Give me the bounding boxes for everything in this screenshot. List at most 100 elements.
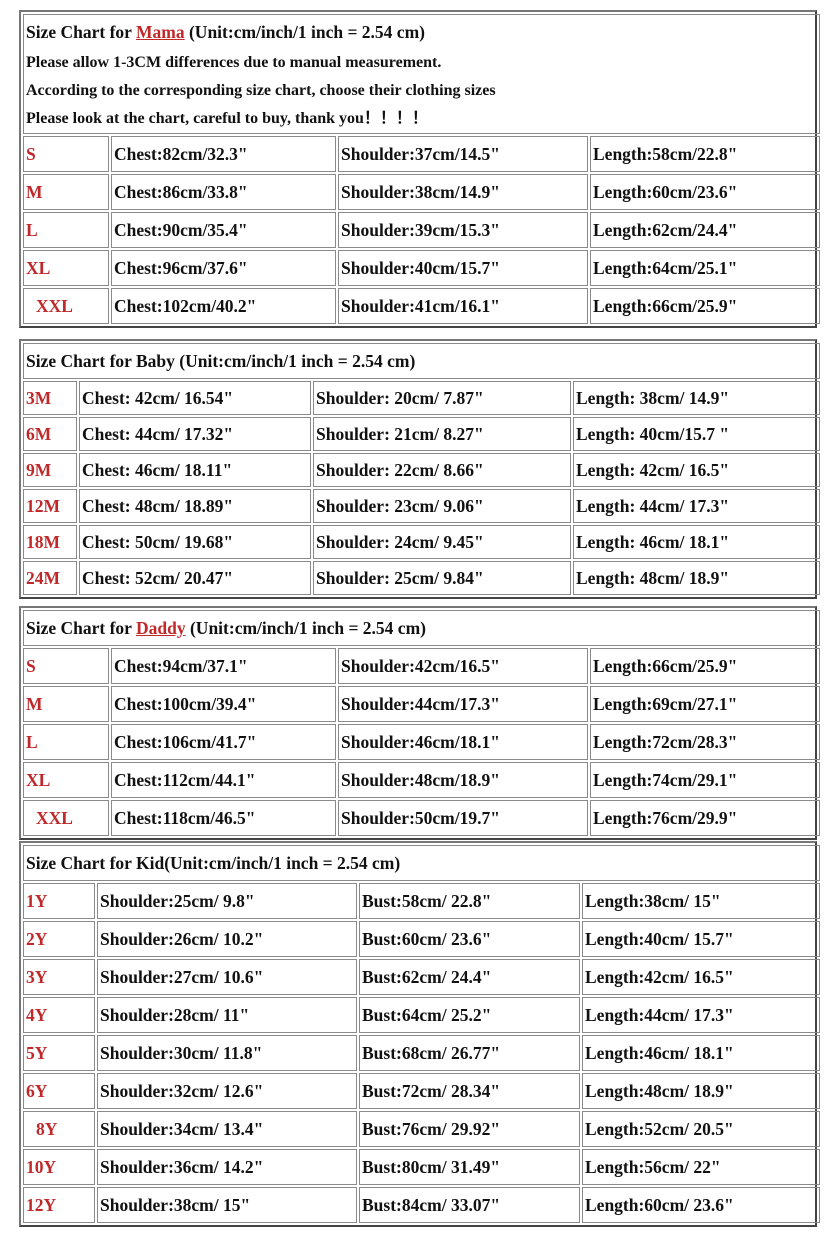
measurement-cell: Chest: 44cm/ 17.32" xyxy=(79,417,311,451)
table-row: 4Y Shoulder:28cm/ 11" Bust:64cm/ 25.2" Leng… xyxy=(23,997,821,1033)
measurement-cell: Bust:60cm/ 23.6" xyxy=(359,921,580,957)
measurement-cell: Shoulder:27cm/ 10.6" xyxy=(97,959,357,995)
measurement-cell: Length:62cm/24.4" xyxy=(590,212,821,248)
table-row: XL Chest:96cm/37.6" Shoulder:40cm/15.7" Len… xyxy=(23,250,821,286)
measurement-cell: Bust:84cm/ 33.07" xyxy=(359,1187,580,1223)
measurement-cell: Chest: 50cm/ 19.68" xyxy=(79,525,311,559)
measurement-cell: Chest: 42cm/ 16.54" xyxy=(79,381,311,415)
title-suffix: (Unit:cm/inch/1 inch = 2.54 cm) xyxy=(185,618,426,638)
measurement-cell: Length:66cm/25.9" xyxy=(590,288,821,324)
measurement-cell: Length:64cm/25.1" xyxy=(590,250,821,286)
measurement-cell: Bust:80cm/ 31.49" xyxy=(359,1149,580,1185)
table-row: 24M Chest: 52cm/ 20.47" Shoulder: 25cm/ 9.… xyxy=(23,561,821,595)
table-row: 2Y Shoulder:26cm/ 10.2" Bust:60cm/ 23.6" Le… xyxy=(23,921,821,957)
measurement-cell: Shoulder: 21cm/ 8.27" xyxy=(313,417,571,451)
size-label: 6M xyxy=(23,417,77,451)
measurement-cell: Length:56cm/ 22" xyxy=(582,1149,821,1185)
measurement-cell: Shoulder:30cm/ 11.8" xyxy=(97,1035,357,1071)
daddy-size-chart: Size Chart for Daddy (Unit:cm/inch/1 inc… xyxy=(19,606,821,840)
measurement-cell: Length: 40cm/15.7 " xyxy=(573,417,821,451)
measurement-cell: Length: 46cm/ 18.1" xyxy=(573,525,821,559)
table-row: 8Y Shoulder:34cm/ 13.4" Bust:76cm/ 29.92" L… xyxy=(23,1111,821,1147)
size-label: S xyxy=(23,136,109,172)
measurement-cell: Length: 48cm/ 18.9" xyxy=(573,561,821,595)
measurement-cell: Shoulder: 23cm/ 9.06" xyxy=(313,489,571,523)
title-suffix: (Unit:cm/inch/1 inch = 2.54 cm) xyxy=(184,22,425,42)
chart-title: Size Chart for Baby (Unit:cm/inch/1 inch… xyxy=(26,344,817,378)
measurement-cell: Shoulder:40cm/15.7" xyxy=(338,250,588,286)
table-row: S Chest:82cm/32.3" Shoulder:37cm/14.5" Leng… xyxy=(23,136,821,172)
size-label: 24M xyxy=(23,561,77,595)
measurement-cell: Length:40cm/ 15.7" xyxy=(582,921,821,957)
size-label: L xyxy=(23,724,109,760)
measurement-cell: Shoulder:34cm/ 13.4" xyxy=(97,1111,357,1147)
measurement-cell: Chest:102cm/40.2" xyxy=(111,288,336,324)
measurement-cell: Length:52cm/ 20.5" xyxy=(582,1111,821,1147)
size-label: XL xyxy=(23,250,109,286)
measurement-cell: Length:72cm/28.3" xyxy=(590,724,821,760)
measurement-cell: Bust:68cm/ 26.77" xyxy=(359,1035,580,1071)
size-label: L xyxy=(23,212,109,248)
baby-size-chart: Size Chart for Baby (Unit:cm/inch/1 inch… xyxy=(19,339,821,599)
size-label: XL xyxy=(23,762,109,798)
measurement-cell: Shoulder:38cm/14.9" xyxy=(338,174,588,210)
chart-title: Size Chart for Kid(Unit:cm/inch/1 inch =… xyxy=(26,846,817,880)
size-label: 4Y xyxy=(23,997,95,1033)
measurement-cell: Length:58cm/22.8" xyxy=(590,136,821,172)
measurement-cell: Bust:64cm/ 25.2" xyxy=(359,997,580,1033)
chart-title: Size Chart for Daddy (Unit:cm/inch/1 inc… xyxy=(26,611,817,645)
measurement-cell: Shoulder:26cm/ 10.2" xyxy=(97,921,357,957)
table-row: M Chest:86cm/33.8" Shoulder:38cm/14.9" Leng… xyxy=(23,174,821,210)
size-label: 3Y xyxy=(23,959,95,995)
measurement-cell: Shoulder: 24cm/ 9.45" xyxy=(313,525,571,559)
measurement-cell: Length:44cm/ 17.3" xyxy=(582,997,821,1033)
chart-note: Please look at the chart, careful to buy… xyxy=(26,110,428,127)
measurement-cell: Length:66cm/25.9" xyxy=(590,648,821,684)
size-label: XXL xyxy=(23,288,109,324)
measurement-cell: Chest: 52cm/ 20.47" xyxy=(79,561,311,595)
measurement-cell: Length:60cm/ 23.6" xyxy=(582,1187,821,1223)
measurement-cell: Shoulder:25cm/ 9.8" xyxy=(97,883,357,919)
title-highlight: Mama xyxy=(136,22,185,42)
measurement-cell: Shoulder:28cm/ 11" xyxy=(97,997,357,1033)
measurement-cell: Length:60cm/23.6" xyxy=(590,174,821,210)
table-row: XL Chest:112cm/44.1" Shoulder:48cm/18.9" Le… xyxy=(23,762,821,798)
size-label: 6Y xyxy=(23,1073,95,1109)
title-prefix: Size Chart for xyxy=(26,22,136,42)
measurement-cell: Shoulder:32cm/ 12.6" xyxy=(97,1073,357,1109)
measurement-cell: Shoulder:44cm/17.3" xyxy=(338,686,588,722)
table-row: XXL Chest:102cm/40.2" Shoulder:41cm/16.1" L… xyxy=(23,288,821,324)
measurement-cell: Length:74cm/29.1" xyxy=(590,762,821,798)
title-prefix: Size Chart for Kid(Unit:cm/inch/1 inch =… xyxy=(26,853,401,873)
table-row: S Chest:94cm/37.1" Shoulder:42cm/16.5" Leng… xyxy=(23,648,821,684)
title-prefix: Size Chart for xyxy=(26,618,136,638)
measurement-cell: Chest:90cm/35.4" xyxy=(111,212,336,248)
kid-size-chart: Size Chart for Kid(Unit:cm/inch/1 inch =… xyxy=(19,841,821,1227)
size-label: 10Y xyxy=(23,1149,95,1185)
size-label: 12M xyxy=(23,489,77,523)
size-label: 8Y xyxy=(23,1111,95,1147)
size-label: 12Y xyxy=(23,1187,95,1223)
measurement-cell: Shoulder:41cm/16.1" xyxy=(338,288,588,324)
table-row: 5Y Shoulder:30cm/ 11.8" Bust:68cm/ 26.77" L… xyxy=(23,1035,821,1071)
measurement-cell: Length:42cm/ 16.5" xyxy=(582,959,821,995)
measurement-cell: Chest:96cm/37.6" xyxy=(111,250,336,286)
size-label: XXL xyxy=(23,800,109,836)
measurement-cell: Length:38cm/ 15" xyxy=(582,883,821,919)
size-label: 1Y xyxy=(23,883,95,919)
title-highlight: Daddy xyxy=(136,618,186,638)
measurement-cell: Length:76cm/29.9" xyxy=(590,800,821,836)
measurement-cell: Shoulder: 22cm/ 8.66" xyxy=(313,453,571,487)
size-label: 5Y xyxy=(23,1035,95,1071)
measurement-cell: Chest:100cm/39.4" xyxy=(111,686,336,722)
size-label: 3M xyxy=(23,381,77,415)
table-row: 1Y Shoulder:25cm/ 9.8" Bust:58cm/ 22.8" Len… xyxy=(23,883,821,919)
size-label: M xyxy=(23,174,109,210)
size-label: M xyxy=(23,686,109,722)
measurement-cell: Bust:76cm/ 29.92" xyxy=(359,1111,580,1147)
measurement-cell: Chest: 48cm/ 18.89" xyxy=(79,489,311,523)
size-label: 2Y xyxy=(23,921,95,957)
measurement-cell: Length:48cm/ 18.9" xyxy=(582,1073,821,1109)
table-row: 9M Chest: 46cm/ 18.11" Shoulder: 22cm/ 8.6… xyxy=(23,453,821,487)
measurement-cell: Length:46cm/ 18.1" xyxy=(582,1035,821,1071)
